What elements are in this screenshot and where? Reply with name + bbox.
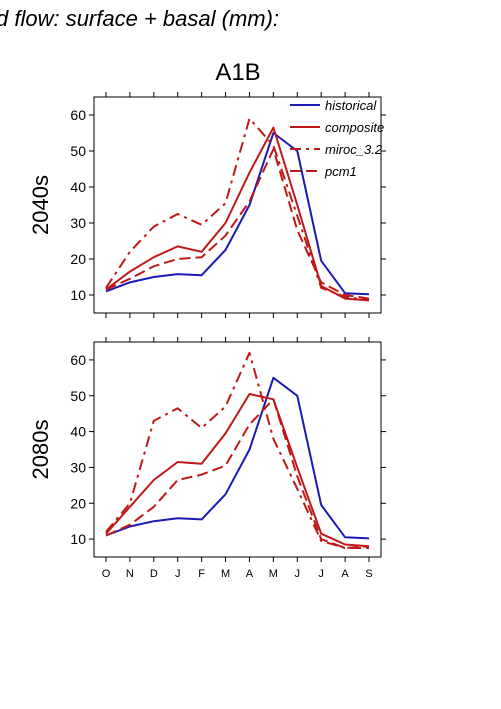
y-tick-label: 10 [70, 287, 86, 303]
series-line-historical [105, 376, 370, 540]
series-line-miroc_3.2 [105, 351, 369, 549]
y-tick-label: 60 [70, 352, 86, 368]
panel-label: 2040s [28, 175, 53, 235]
y-tick-label: 50 [70, 143, 86, 159]
panel-2040s: 10 20 30 40 50 60 2040s historical composite miro… [28, 92, 386, 318]
x-tick-label: N [126, 568, 134, 580]
y-tick-label: 50 [70, 388, 86, 404]
y-tick-label: 10 [70, 531, 86, 547]
series-line-miroc_3.2 [105, 117, 370, 302]
x-tick-label: J [175, 568, 181, 580]
y-tick-label: 30 [70, 215, 86, 231]
legend-label-composite: composite [325, 120, 384, 135]
series-line-historical [105, 132, 370, 296]
x-tick-label: S [365, 568, 372, 580]
y-tick-label: 20 [70, 251, 86, 267]
x-tick-label: F [198, 568, 205, 580]
plot-frame [93, 341, 382, 558]
series-line-pcm1 [105, 398, 370, 549]
figure-title: d flow: surface + basal (mm): [0, 6, 279, 31]
y-tick-label: 40 [70, 179, 86, 195]
legend-label-historical: historical [325, 98, 377, 113]
legend-label-pcm1: pcm1 [324, 164, 357, 179]
y-tick-label: 20 [70, 495, 86, 511]
panel-2080s: 10 20 30 40 50 60 O N D J F M A M J J A S 2080s [28, 337, 386, 580]
y-tick-label: 60 [70, 107, 86, 123]
panels: 10 20 30 40 50 60 2040s historical composite miro… [28, 92, 386, 580]
series-line-pcm1 [105, 148, 370, 300]
plot-frame [93, 96, 382, 314]
panel-label: 2080s [28, 420, 53, 480]
x-tick-label: J [295, 568, 301, 580]
series-line-composite [105, 126, 370, 302]
scenario-title: A1B [215, 59, 260, 86]
x-tick-label: D [150, 568, 158, 580]
series-line-composite [105, 393, 370, 548]
x-tick-label: J [318, 568, 324, 580]
x-tick-label: O [102, 568, 111, 580]
x-tick-label: M [269, 568, 278, 580]
x-tick-label: A [341, 568, 349, 580]
y-tick-label: 30 [70, 459, 86, 475]
legend-label-miroc_3.2: miroc_3.2 [325, 142, 383, 157]
x-tick-label: M [221, 568, 230, 580]
x-tick-label: A [246, 568, 254, 580]
y-tick-label: 40 [70, 424, 86, 440]
